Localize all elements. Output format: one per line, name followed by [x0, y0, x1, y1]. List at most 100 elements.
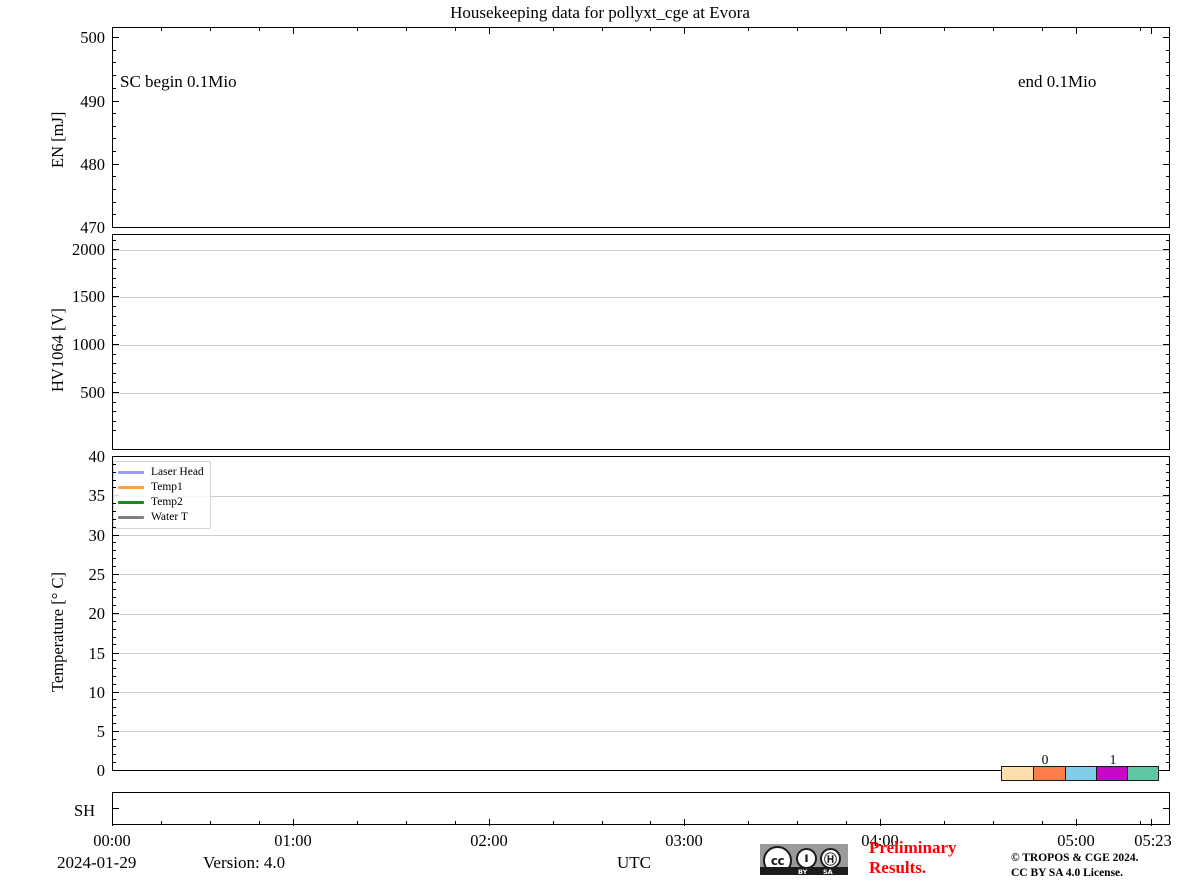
panel-energy — [112, 27, 1170, 228]
ytick-minor-hv1064 — [112, 316, 116, 317]
ytick-minor-temperature — [112, 762, 116, 763]
legend-swatch-temp2 — [118, 501, 144, 504]
ytick-minor-hv1064 — [112, 259, 116, 260]
axis-label-shutter: SH — [74, 801, 96, 820]
panel-hv1064 — [112, 234, 1170, 450]
ytick-temperature — [112, 692, 119, 693]
ytick-minor-temperature — [112, 472, 116, 473]
xtick-minor-top — [406, 27, 407, 31]
legend-label: Laser Head — [151, 465, 204, 478]
xtick-minor-top — [797, 27, 798, 31]
ytick-temperature — [1163, 613, 1170, 614]
ytick-minor-temperature — [1166, 621, 1170, 622]
ytick-minor-temperature — [1166, 605, 1170, 606]
xtick-minor-bottom — [944, 821, 945, 825]
xtick-minor-bottom — [650, 821, 651, 825]
ytick-minor-hv1064 — [1166, 259, 1170, 260]
ytick-hv1064 — [112, 296, 119, 297]
legend-item[interactable]: Laser Head — [118, 465, 204, 480]
ytick-minor-temperature — [112, 707, 116, 708]
gridline — [113, 535, 1169, 536]
ytick-minor-energy — [112, 214, 116, 215]
ytick-minor-hv1064 — [112, 354, 116, 355]
legend-item[interactable]: Temp1 — [118, 480, 204, 495]
xtick-label: 02:00 — [470, 831, 508, 850]
ytick-minor-hv1064 — [1166, 325, 1170, 326]
xtick-label: 03:00 — [665, 831, 703, 850]
ytick-minor-hv1064 — [112, 306, 116, 307]
ytick-minor-temperature — [112, 660, 116, 661]
ytick-minor-temperature — [112, 723, 116, 724]
ytick-minor-hv1064 — [1166, 268, 1170, 269]
ytick-temperature — [1163, 574, 1170, 575]
ytick-minor-temperature — [1166, 707, 1170, 708]
ytick-minor-temperature — [1166, 582, 1170, 583]
ytick-minor-energy — [112, 151, 116, 152]
ytick-hv1064 — [1163, 296, 1170, 297]
panel-temperature — [112, 456, 1170, 771]
legend-label: Temp1 — [151, 480, 183, 493]
ytick-minor-temperature — [1166, 519, 1170, 520]
xtick-minor-bottom — [357, 821, 358, 825]
cc-badge-top: cc ı Ⓗ — [760, 844, 848, 875]
ytick-minor-temperature — [1166, 715, 1170, 716]
shutter-segment — [1127, 766, 1159, 781]
ytick-minor-hv1064 — [1166, 306, 1170, 307]
ytick-minor-temperature — [1166, 542, 1170, 543]
ytick-label-temperature: 40 — [88, 447, 106, 466]
ytick-energy — [1163, 37, 1170, 38]
xtick-bottom — [1076, 819, 1077, 826]
ytick-minor-hv1064 — [1166, 240, 1170, 241]
xtick-bottom — [880, 819, 881, 826]
ytick-shutter — [112, 808, 119, 809]
ytick-minor-hv1064 — [1166, 411, 1170, 412]
xtick-minor-top — [1042, 27, 1043, 31]
ytick-minor-temperature — [112, 480, 116, 481]
ytick-minor-temperature — [112, 582, 116, 583]
annotation-sc-begin: SC begin 0.1Mio — [120, 72, 237, 91]
gridline — [113, 345, 1169, 346]
legend-item[interactable]: Water T — [118, 510, 204, 525]
ytick-minor-temperature — [1166, 739, 1170, 740]
ytick-minor-energy — [1166, 138, 1170, 139]
page-title: Housekeeping data for pollyxt_cge at Evo… — [450, 3, 750, 22]
ytick-energy — [1163, 164, 1170, 165]
preliminary-results-watermark: Preliminary Results. — [869, 838, 957, 877]
cc-license-badge-icon[interactable]: cc ı Ⓗ BY SA — [760, 844, 848, 876]
xtick-minor-top — [553, 27, 554, 31]
copyright-line-2: CC BY SA 4.0 License. — [1011, 866, 1124, 879]
xtick-bottom — [489, 819, 490, 826]
ytick-label-temperature: 30 — [88, 526, 106, 545]
ytick-temperature — [1163, 731, 1170, 732]
panel-shutter — [112, 792, 1170, 825]
ytick-temperature — [112, 770, 119, 771]
ytick-hv1064 — [1163, 344, 1170, 345]
shutter-state-bar — [1001, 766, 1159, 781]
gridline — [113, 496, 1169, 497]
ytick-minor-temperature — [112, 597, 116, 598]
ytick-hv1064 — [112, 344, 119, 345]
ytick-minor-energy — [112, 113, 116, 114]
ytick-minor-temperature — [1166, 589, 1170, 590]
ytick-minor-temperature — [112, 589, 116, 590]
legend-item[interactable]: Temp2 — [118, 495, 204, 510]
ytick-minor-energy — [1166, 176, 1170, 177]
footer-version: Version: 4.0 — [203, 853, 286, 872]
ytick-shutter — [1163, 808, 1170, 809]
ytick-minor-energy — [112, 176, 116, 177]
ytick-minor-hv1064 — [1166, 430, 1170, 431]
xtick-minor-top — [1140, 27, 1141, 31]
ytick-minor-energy — [1166, 75, 1170, 76]
ytick-temperature — [112, 574, 119, 575]
gridline — [113, 250, 1169, 251]
ytick-minor-hv1064 — [1166, 382, 1170, 383]
legend-swatch-water-t — [118, 516, 144, 519]
preliminary-line-1: Preliminary — [869, 838, 957, 857]
shutter-segment — [1065, 766, 1096, 781]
ytick-minor-temperature — [112, 519, 116, 520]
ytick-minor-hv1064 — [1166, 278, 1170, 279]
ytick-temperature — [1163, 692, 1170, 693]
ytick-minor-temperature — [1166, 723, 1170, 724]
ytick-minor-hv1064 — [1166, 373, 1170, 374]
xtick-minor-top — [210, 27, 211, 31]
